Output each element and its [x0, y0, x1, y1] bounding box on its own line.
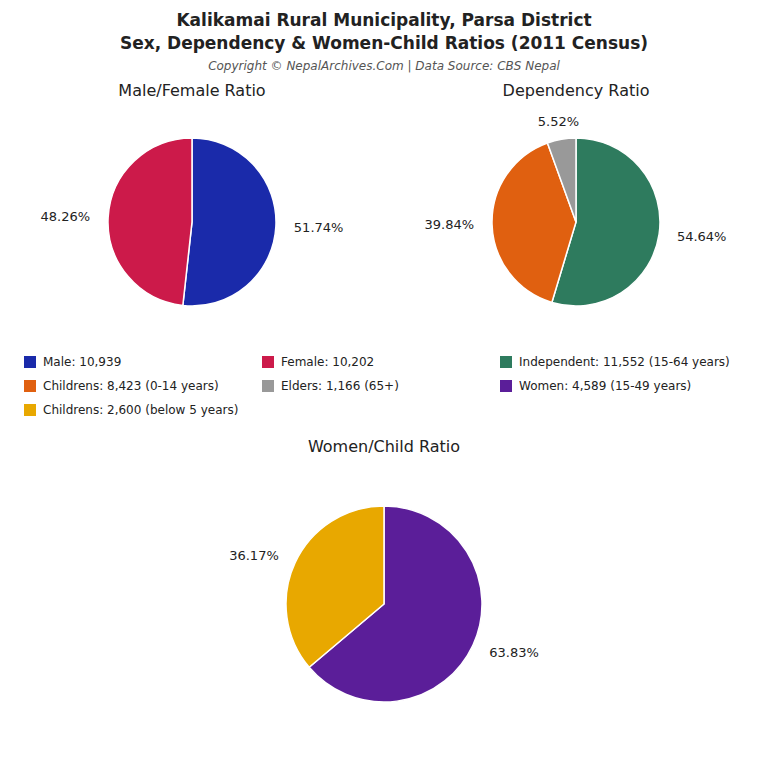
subtitle: Sex, Dependency & Women-Child Ratios (20… — [120, 33, 648, 53]
legend-label: Male: 10,939 — [43, 355, 121, 369]
data-label: 48.26% — [41, 209, 91, 224]
pie-slice — [286, 506, 384, 667]
legend-swatch — [24, 404, 36, 416]
legend-swatch — [500, 380, 512, 392]
pie-chart: Dependency Ratio 54.64% 39.84% 5.52% — [424, 81, 726, 306]
data-label: 54.64% — [677, 229, 727, 244]
legend: Male: 10,939 Female: 10,202 Independent: 1… — [24, 355, 730, 417]
data-label: 51.74% — [294, 220, 344, 235]
legend-swatch — [500, 356, 512, 368]
data-label: 39.84% — [424, 217, 474, 232]
legend-swatch — [24, 356, 36, 368]
legend-label: Childrens: 2,600 (below 5 years) — [43, 403, 238, 417]
pie-chart: Women/Child Ratio 63.83% 36.17% — [229, 437, 539, 702]
background — [0, 0, 768, 768]
legend-swatch — [262, 356, 274, 368]
pie-slice — [108, 138, 192, 305]
legend-label: Female: 10,202 — [281, 355, 374, 369]
pie-slice — [183, 138, 276, 306]
data-label: 63.83% — [489, 645, 539, 660]
data-label: 5.52% — [538, 114, 579, 129]
legend-label: Women: 4,589 (15-49 years) — [519, 379, 691, 393]
chart-title: Women/Child Ratio — [308, 437, 460, 456]
data-label: 36.17% — [229, 548, 279, 563]
legend-swatch — [262, 380, 274, 392]
legend-label: Childrens: 8,423 (0-14 years) — [43, 379, 219, 393]
pie-chart: Male/Female Ratio 51.74% 48.26% — [41, 81, 344, 306]
legend-label: Elders: 1,166 (65+) — [281, 379, 399, 393]
title: Kalikamai Rural Municipality, Parsa Dist… — [176, 10, 591, 30]
chart-title: Male/Female Ratio — [118, 81, 265, 100]
chart-root: Kalikamai Rural Municipality, Parsa Dist… — [0, 0, 768, 768]
annotation: Copyright © NepalArchives.Com | Data Sou… — [208, 59, 560, 73]
pie-slice — [547, 138, 576, 222]
legend-swatch — [24, 380, 36, 392]
legend-label: Independent: 11,552 (15-64 years) — [519, 355, 730, 369]
chart-title: Dependency Ratio — [503, 81, 650, 100]
